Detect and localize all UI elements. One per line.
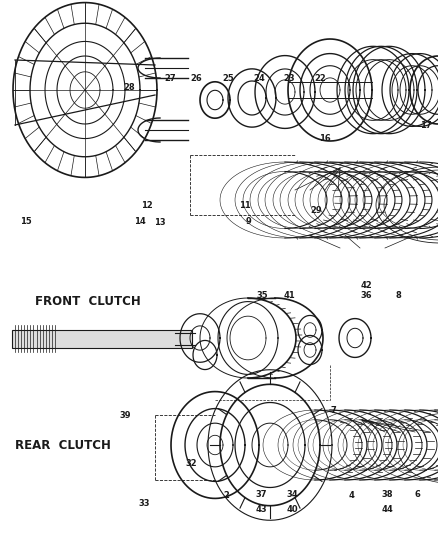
Text: 42: 42: [360, 281, 371, 289]
Bar: [12, 330, 191, 348]
Text: 11: 11: [239, 201, 250, 209]
Text: 39: 39: [119, 411, 131, 420]
Text: 13: 13: [154, 219, 166, 227]
Text: 7: 7: [330, 406, 336, 415]
Text: 22: 22: [314, 75, 325, 83]
Text: 32: 32: [185, 459, 196, 468]
Text: 24: 24: [253, 75, 264, 83]
Text: 27: 27: [164, 75, 176, 83]
Text: 9: 9: [244, 217, 251, 225]
Text: 37: 37: [255, 490, 266, 499]
Text: 41: 41: [283, 292, 295, 300]
Text: 40: 40: [286, 505, 297, 513]
Text: 14: 14: [134, 217, 145, 225]
Text: 6: 6: [414, 490, 420, 499]
Text: 23: 23: [283, 75, 294, 83]
Text: 16: 16: [318, 134, 330, 143]
Text: 44: 44: [381, 505, 392, 513]
Text: REAR  CLUTCH: REAR CLUTCH: [15, 439, 111, 451]
Text: 35: 35: [256, 292, 268, 300]
Text: 25: 25: [222, 75, 233, 83]
Text: 36: 36: [360, 292, 371, 300]
Text: 28: 28: [124, 84, 135, 92]
Text: 15: 15: [21, 217, 32, 225]
Text: 33: 33: [138, 499, 149, 508]
Text: 4: 4: [347, 491, 353, 500]
Text: 34: 34: [286, 490, 297, 499]
Text: FRONT  CLUTCH: FRONT CLUTCH: [35, 295, 141, 308]
Text: 38: 38: [381, 490, 392, 499]
Text: 2: 2: [223, 491, 229, 500]
Text: 8: 8: [395, 292, 401, 300]
Text: 26: 26: [191, 75, 202, 83]
Text: 12: 12: [141, 201, 152, 209]
Text: 29: 29: [310, 206, 321, 215]
Text: 43: 43: [255, 505, 266, 513]
Text: 17: 17: [419, 121, 431, 130]
